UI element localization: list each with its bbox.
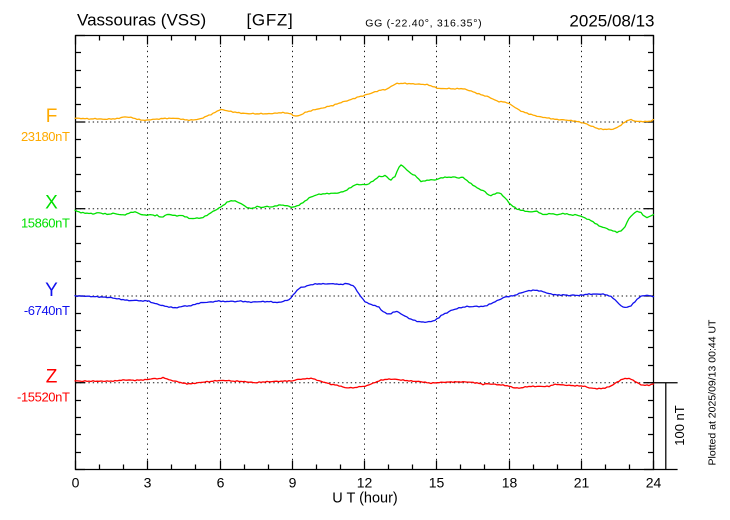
svg-text:100 nT: 100 nT	[672, 405, 687, 446]
svg-text:[GFZ]: [GFZ]	[247, 10, 294, 29]
svg-text:3: 3	[144, 475, 152, 491]
svg-text:Vassouras (VSS): Vassouras (VSS)	[77, 10, 206, 29]
svg-text:21: 21	[574, 475, 590, 491]
svg-text:6: 6	[217, 475, 225, 491]
svg-text:23180nT: 23180nT	[21, 129, 70, 144]
svg-text:18: 18	[502, 475, 518, 491]
svg-text:9: 9	[289, 475, 297, 491]
svg-text:Plotted at 2025/09/13 00:44 UT: Plotted at 2025/09/13 00:44 UT	[707, 319, 719, 466]
svg-text:0: 0	[72, 475, 80, 491]
svg-text:Z: Z	[46, 367, 58, 388]
svg-text:15: 15	[429, 475, 445, 491]
svg-text:2025/08/13: 2025/08/13	[569, 12, 654, 31]
svg-text:X: X	[45, 193, 58, 214]
svg-text:Y: Y	[45, 280, 58, 301]
svg-text:-6740nT: -6740nT	[24, 303, 70, 318]
svg-text:F: F	[46, 106, 58, 127]
svg-text:-15520nT: -15520nT	[17, 390, 70, 405]
svg-text:12: 12	[357, 475, 373, 491]
svg-text:15860nT: 15860nT	[21, 216, 70, 231]
svg-text:24: 24	[646, 475, 662, 491]
svg-text:GG (-22.40°, 316.35°): GG (-22.40°, 316.35°)	[365, 17, 482, 29]
svg-text:U T (hour): U T (hour)	[332, 491, 398, 507]
